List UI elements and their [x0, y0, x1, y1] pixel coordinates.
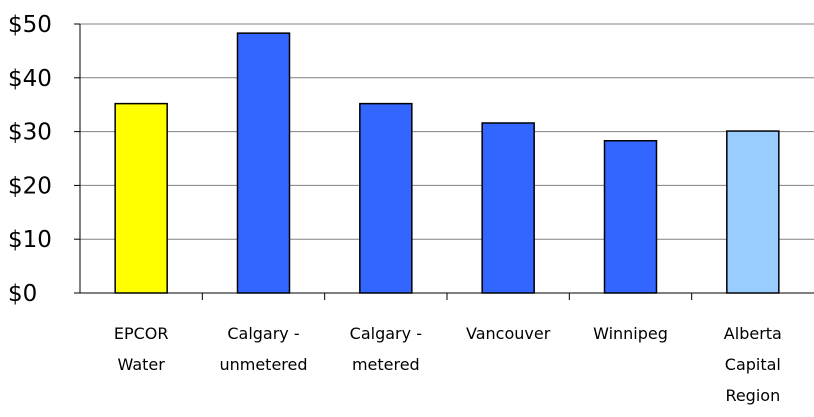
y-tick-label: $0 — [8, 281, 37, 307]
y-tick-label: $30 — [8, 120, 52, 146]
x-tick-labels: EPCOR Water Calgary -unmetered Calgary -met… — [114, 324, 782, 405]
x-tick-label: Vancouver — [466, 324, 551, 343]
x-tick-label: Calgary -unmetered — [219, 324, 307, 374]
y-tick-label: $40 — [8, 66, 52, 92]
bar — [114, 102, 168, 294]
y-tick-label: $50 — [8, 12, 52, 38]
x-tick-label: EPCOR Water — [114, 324, 169, 374]
bar — [359, 102, 413, 294]
axes — [74, 23, 814, 300]
x-tick-label: Winnipeg — [593, 324, 668, 343]
bar — [236, 32, 291, 294]
y-tick-label: $10 — [8, 227, 52, 253]
bars — [114, 32, 780, 294]
gridlines — [80, 23, 814, 240]
y-tick-labels: $0 $10 $20 $30 $40 $50 — [8, 12, 52, 307]
x-tick-label: Alberta Capital Region — [724, 324, 782, 405]
x-tick-label: Calgary -metered — [350, 324, 422, 374]
y-tick-label: $20 — [8, 173, 52, 199]
bar — [481, 122, 535, 294]
bar — [603, 139, 658, 294]
bar — [726, 130, 780, 294]
